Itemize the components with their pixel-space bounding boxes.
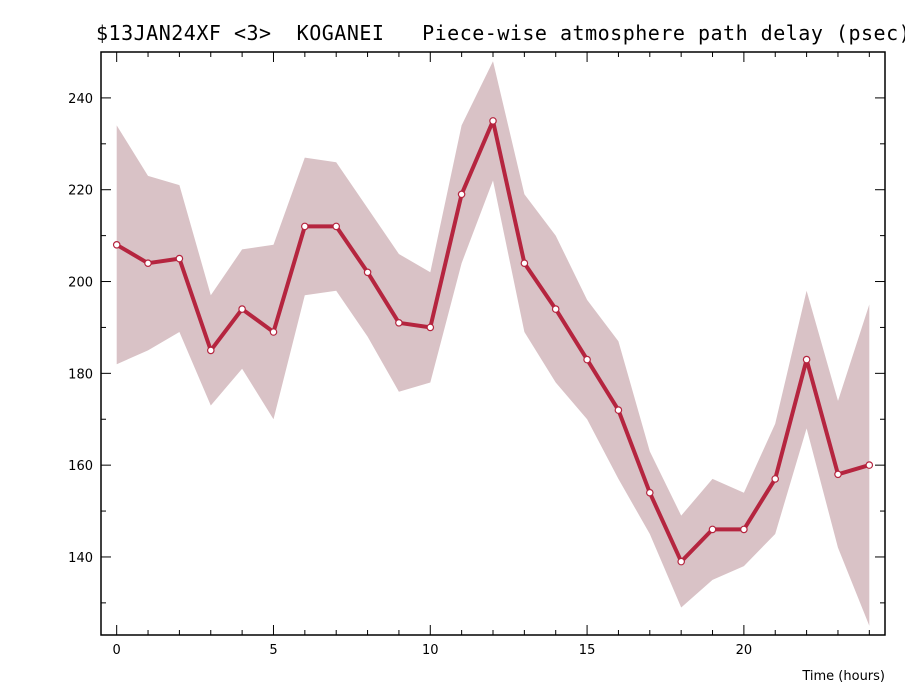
- data-point: [520, 259, 529, 268]
- y-tick-label: 240: [68, 92, 93, 107]
- data-point: [269, 328, 278, 336]
- data-point: [426, 323, 435, 332]
- uncertainty-band: [116, 61, 870, 626]
- axis-ticks-layer: [101, 51, 885, 635]
- error-band-layer: [116, 61, 870, 626]
- data-point: [645, 488, 654, 497]
- x-tick-label: 0: [113, 643, 121, 658]
- data-point: [614, 406, 623, 414]
- data-point: [865, 461, 874, 469]
- y-tick-label: 200: [68, 276, 93, 291]
- y-tick-label: 180: [68, 367, 93, 382]
- data-point: [144, 259, 152, 268]
- y-tick-label: 140: [68, 551, 93, 566]
- axis-labels-layer: 140 160 180 200 220 240 0 5 10 15 20: [68, 92, 752, 658]
- data-point: [238, 305, 246, 313]
- x-tick-label: 15: [579, 643, 596, 658]
- data-point: [708, 525, 717, 534]
- y-tick-label: 220: [68, 184, 93, 199]
- data-point: [677, 557, 686, 566]
- data-point: [551, 305, 560, 313]
- x-tick-label: 10: [422, 643, 439, 658]
- data-point: [207, 346, 215, 355]
- data-point: [112, 241, 121, 249]
- data-point: [740, 525, 748, 534]
- data-point: [834, 470, 842, 479]
- data-point: [300, 222, 309, 231]
- data-point: [802, 355, 811, 364]
- x-axis-label: Time (hours): [801, 669, 885, 684]
- data-point: [363, 268, 372, 277]
- data-point: [771, 475, 780, 483]
- chart-title: $13JAN24XF <3> KOGANEI Piece-wise atmosp…: [96, 21, 905, 45]
- data-point: [489, 117, 497, 125]
- x-tick-label: 20: [736, 643, 753, 658]
- x-tick-label: 5: [269, 643, 277, 658]
- data-points-layer: [112, 117, 874, 566]
- y-tick-label: 160: [68, 459, 93, 474]
- data-point: [332, 222, 341, 231]
- data-point: [583, 355, 591, 364]
- data-point: [395, 318, 403, 327]
- data-point: [175, 254, 184, 263]
- data-point: [457, 190, 466, 199]
